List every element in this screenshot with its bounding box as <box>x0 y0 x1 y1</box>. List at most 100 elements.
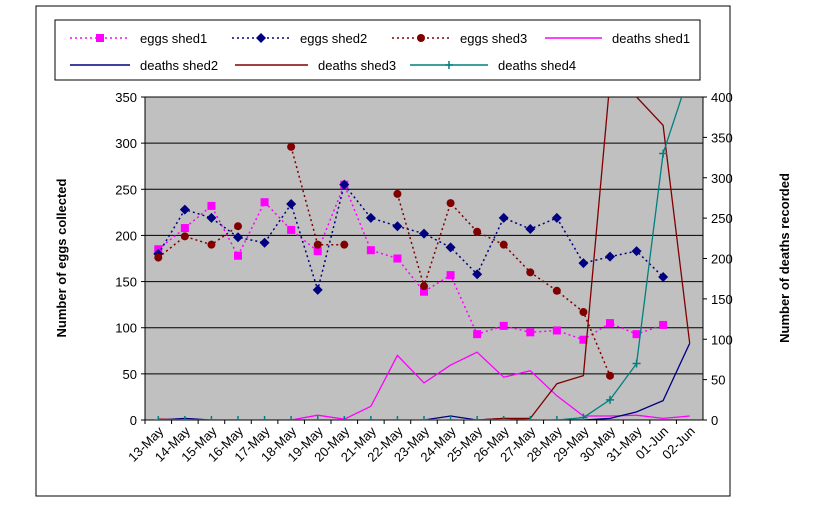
plot-area <box>144 96 704 421</box>
y-tick-label: 250 <box>115 182 137 197</box>
marker <box>96 34 104 42</box>
series-line <box>158 97 683 420</box>
marker <box>526 328 535 337</box>
marker <box>313 247 322 256</box>
marker <box>179 204 190 215</box>
marker <box>313 240 322 249</box>
legend-label: deaths shed1 <box>612 31 690 46</box>
marker <box>393 254 402 263</box>
marker <box>207 201 216 210</box>
y-tick-label: 0 <box>130 413 137 428</box>
y-tick-label: 150 <box>115 275 137 290</box>
y2-tick-label: 250 <box>711 211 733 226</box>
marker <box>340 416 349 420</box>
marker <box>606 371 614 380</box>
y-axis-label: Number of eggs collected <box>54 178 69 337</box>
marker <box>659 320 668 329</box>
marker <box>445 61 453 69</box>
legend-box <box>54 19 701 81</box>
marker <box>256 33 266 43</box>
marker <box>579 335 588 344</box>
marker <box>632 359 641 368</box>
y2-tick-label: 400 <box>711 90 733 105</box>
marker <box>473 227 482 236</box>
marker <box>420 282 428 291</box>
marker <box>180 416 189 420</box>
marker <box>526 268 535 277</box>
y2-axis-label: Number of deaths recorded <box>777 173 792 343</box>
marker <box>365 212 376 223</box>
marker <box>499 321 508 330</box>
marker <box>632 330 641 339</box>
marker <box>472 269 483 280</box>
series-line <box>158 97 691 420</box>
marker <box>286 199 297 210</box>
marker <box>578 258 589 269</box>
marker <box>207 240 216 249</box>
marker <box>552 326 561 335</box>
marker <box>259 237 270 248</box>
marker <box>366 416 375 420</box>
y-tick-label: 100 <box>115 321 137 336</box>
marker <box>658 271 669 282</box>
marker <box>579 308 588 317</box>
marker <box>498 212 509 223</box>
marker <box>473 330 482 339</box>
marker <box>392 221 403 232</box>
y2-tick-label: 0 <box>711 413 718 428</box>
y2-tick-label: 50 <box>711 373 725 388</box>
marker <box>659 149 668 158</box>
marker <box>446 416 455 420</box>
marker <box>631 246 642 257</box>
marker <box>606 319 614 328</box>
marker <box>287 225 296 234</box>
marker <box>234 416 242 420</box>
marker <box>180 232 189 241</box>
marker <box>473 416 482 420</box>
series-line <box>157 183 664 293</box>
marker <box>313 416 322 420</box>
marker <box>606 395 614 404</box>
marker <box>287 142 296 151</box>
y2-tick-label: 100 <box>711 332 733 347</box>
marker <box>154 253 163 262</box>
marker <box>287 416 296 420</box>
y2-tick-label: 300 <box>711 171 733 186</box>
marker <box>393 416 402 420</box>
y-tick-label: 50 <box>123 367 137 382</box>
marker <box>551 212 562 223</box>
marker <box>579 413 588 420</box>
marker <box>233 232 243 243</box>
legend-label: eggs shed2 <box>300 31 367 46</box>
y2-tick-label: 200 <box>711 252 733 267</box>
marker <box>206 212 217 223</box>
marker <box>552 286 561 295</box>
legend-label: deaths shed3 <box>318 58 396 73</box>
plot-layer <box>153 97 691 420</box>
series-line <box>158 351 690 420</box>
legend-label: deaths shed4 <box>498 58 576 73</box>
marker <box>154 416 163 420</box>
marker <box>605 251 615 262</box>
marker <box>499 416 508 420</box>
marker <box>234 222 242 231</box>
marker <box>420 287 428 296</box>
series-line <box>158 343 691 420</box>
marker <box>499 240 508 249</box>
marker <box>526 416 535 420</box>
marker <box>339 179 350 190</box>
marker <box>446 271 455 280</box>
marker <box>419 228 429 239</box>
marker <box>446 199 455 208</box>
marker <box>445 242 456 253</box>
legend-label: eggs shed1 <box>140 31 207 46</box>
y-tick-label: 350 <box>115 90 137 105</box>
y-tick-label: 300 <box>115 136 137 151</box>
marker <box>525 223 536 234</box>
y2-tick-label: 350 <box>711 130 733 145</box>
marker <box>260 416 269 420</box>
series-line <box>157 182 664 341</box>
marker <box>234 251 242 260</box>
y-tick-label: 200 <box>115 228 137 243</box>
